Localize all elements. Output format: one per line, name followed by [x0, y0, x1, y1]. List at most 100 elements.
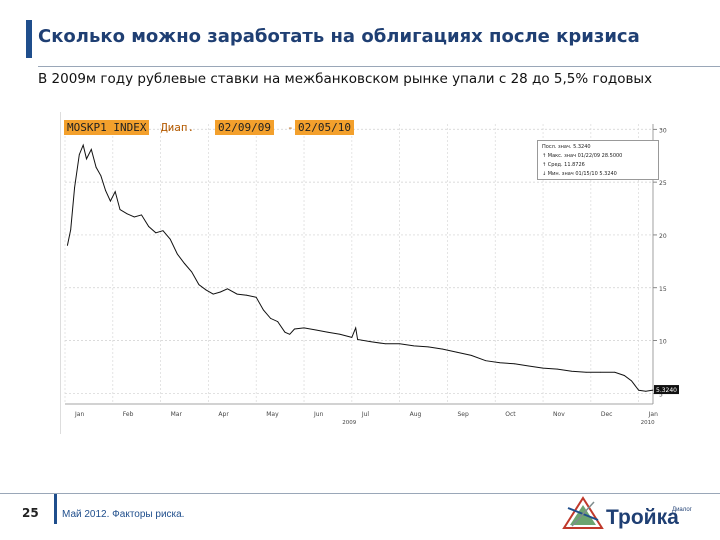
chart-svg: 30 25 20 15 10 5 Jan Feb Mar Apr May Jun Jul Aug Sep Oc…	[64, 124, 679, 426]
data-point	[585, 371, 587, 373]
data-point	[294, 328, 295, 330]
data-point	[623, 375, 625, 376]
data-point	[90, 148, 92, 150]
footer-accent-bar	[54, 494, 57, 524]
legend-row: Посл. знач. 5.3240	[542, 144, 591, 150]
rate-chart: 30 25 20 15 10 5 Jan Feb Mar Apr May Jun Jul Aug Sep Oc…	[60, 112, 681, 434]
logo-subtext: Диалог	[672, 507, 692, 513]
chart-ticker: MOSKP1 INDEX	[64, 120, 150, 135]
data-point	[370, 341, 372, 343]
chart-range-to: 02/05/10	[295, 120, 354, 135]
footer-text: Май 2012. Факторы риска.	[62, 509, 185, 520]
y-tick-label: 15	[659, 286, 667, 293]
slide-title: Сколько можно заработать на облигациях п…	[38, 26, 640, 47]
x-tick-label: Feb	[123, 411, 134, 418]
data-point	[184, 263, 185, 264]
data-point	[470, 354, 472, 356]
data-point	[236, 293, 238, 295]
data-point	[315, 329, 317, 331]
chart-range-label: Диап.	[161, 121, 195, 134]
x-year-label: 2009	[342, 420, 356, 426]
data-point	[427, 346, 429, 348]
data-point	[86, 158, 87, 160]
y-tick-label: 30	[659, 127, 667, 134]
data-point	[155, 232, 157, 234]
data-point	[148, 226, 150, 227]
x-tick-label: Jan	[74, 411, 84, 418]
data-point	[645, 390, 647, 392]
data-point	[289, 333, 291, 335]
data-point	[74, 186, 75, 188]
y-tick-label: 10	[659, 339, 667, 346]
data-point	[456, 351, 458, 353]
data-point	[219, 291, 221, 293]
data-point	[513, 363, 515, 365]
data-point	[227, 288, 228, 290]
y-tick-label: 20	[659, 233, 667, 240]
y-tick-label: 5	[659, 391, 663, 398]
data-point	[141, 214, 142, 216]
data-point	[351, 337, 353, 338]
chart-legend: Посл. знач. 5.3240 ↑ Макс. знач 01/22/09…	[537, 140, 659, 180]
title-accent-bar	[26, 20, 32, 58]
data-point	[542, 367, 544, 369]
data-point	[631, 380, 632, 382]
data-point	[70, 229, 72, 231]
logo-text: Тройка	[606, 506, 679, 529]
x-tick-label: Dec	[601, 411, 613, 418]
data-point	[652, 389, 654, 391]
x-tick-label: May	[266, 411, 279, 418]
data-point	[327, 331, 329, 333]
data-point	[357, 339, 358, 340]
x-tick-label: Apr	[218, 411, 229, 418]
last-value-box	[654, 385, 679, 395]
data-point	[105, 190, 107, 191]
troika-logo-icon	[562, 496, 604, 529]
data-point	[212, 293, 214, 295]
title-divider	[38, 66, 720, 67]
data-point	[485, 360, 487, 362]
chart-range-from: 02/09/09	[215, 120, 274, 135]
data-point	[262, 309, 264, 311]
page-number: 25	[22, 506, 39, 520]
data-point	[600, 371, 601, 373]
x-tick-label: Aug	[410, 411, 422, 418]
data-point	[413, 345, 415, 347]
last-value-label: 5.3240	[656, 387, 677, 394]
chart-range-sep: -	[287, 121, 294, 134]
x-tick-label: Jul	[361, 411, 370, 418]
data-point	[499, 362, 501, 364]
data-point	[442, 348, 444, 350]
y-tick-label: 25	[659, 180, 667, 187]
data-point	[303, 327, 305, 329]
data-point	[284, 331, 286, 333]
data-point	[176, 253, 178, 255]
x-tick-label: Nov	[553, 411, 565, 418]
data-point	[162, 230, 164, 232]
data-point	[355, 327, 357, 329]
data-point	[205, 289, 207, 291]
data-point	[66, 245, 68, 246]
data-point	[277, 321, 279, 322]
data-point	[246, 294, 248, 296]
data-point	[339, 333, 341, 335]
x-tick-label: Oct	[505, 411, 516, 418]
x-tick-label: Sep	[457, 411, 469, 418]
data-point	[270, 318, 271, 319]
data-point	[169, 238, 171, 240]
data-point	[133, 216, 135, 218]
footer-divider	[0, 493, 720, 494]
data-point	[119, 209, 121, 210]
data-point	[198, 284, 200, 286]
slide-subtitle: В 2009м году рублевые ставки на межбанко…	[38, 71, 653, 87]
x-tick-label: Jun	[313, 411, 324, 418]
legend-row: ↑ Макс. знач 01/22/09 28.5000	[542, 153, 623, 159]
data-point	[110, 200, 111, 202]
data-point	[82, 144, 84, 146]
data-point	[556, 368, 558, 370]
data-point	[78, 154, 80, 156]
data-point	[638, 389, 640, 391]
data-point	[100, 175, 102, 177]
data-point	[384, 343, 386, 345]
legend-row: ↑ Сред. 11.8726	[542, 162, 585, 168]
